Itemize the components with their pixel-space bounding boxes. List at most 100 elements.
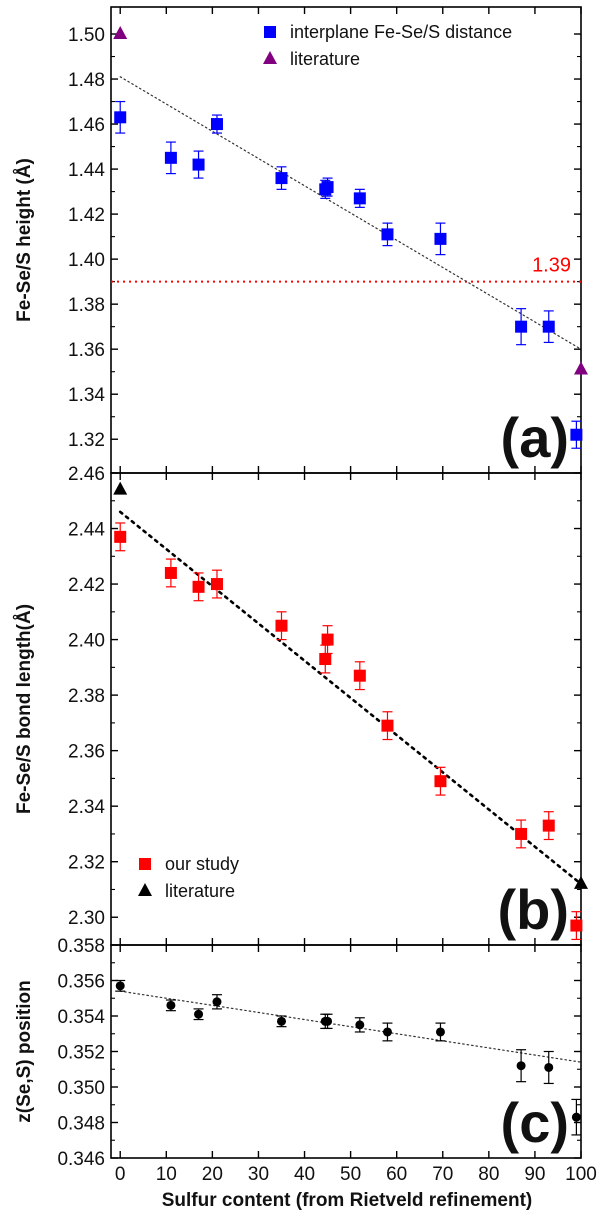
data-point (115, 981, 125, 991)
plot-frame (110, 6, 582, 474)
y-tick-label: 1.40 (68, 250, 105, 271)
x-tick-label: 100 (565, 1164, 597, 1185)
x-tick-label: 50 (340, 1164, 361, 1185)
series-our-study (114, 522, 583, 941)
series-interplane-fe-se-s-distance (114, 100, 583, 449)
data-point (574, 875, 588, 889)
x-tick-label: 90 (524, 1164, 545, 1185)
trend-line (119, 990, 582, 1063)
data-point (435, 1027, 445, 1037)
legend: interplane Fe-Se/S distance literature (263, 22, 512, 69)
panel-c: 0.346 0.348 0.350 0.352 0.354 0.356 0.358 z(Se,… (14, 936, 582, 1170)
y-tick-label: 2.32 (68, 853, 105, 874)
y-tick-label: 1.34 (68, 385, 105, 406)
reference-line-label: 1.39 (532, 255, 571, 277)
x-tick-label: 20 (202, 1164, 223, 1185)
y-tick-label: 1.50 (68, 25, 105, 46)
plot-frame (110, 472, 582, 946)
legend-marker (264, 26, 276, 38)
data-point (571, 1112, 581, 1122)
y-tick-label: 2.30 (68, 908, 105, 929)
x-axis-title: Sulfur content (from Rietveld refinement… (162, 1190, 533, 1211)
data-point (381, 719, 394, 732)
y-tick-label: 0.354 (57, 1007, 105, 1028)
data-point (194, 1009, 204, 1019)
y-tick-label: 1.46 (68, 115, 105, 136)
series-literature (113, 26, 588, 375)
data-point (164, 151, 177, 164)
y-axis-title: Fe-Se/S height (Å) (14, 158, 35, 322)
data-point (210, 118, 223, 131)
data-point (542, 320, 555, 333)
x-tick-label: 0 (115, 1164, 126, 1185)
data-point (434, 775, 447, 788)
data-point (382, 1027, 392, 1037)
data-point (544, 1062, 554, 1072)
panel-label: (c) (501, 1091, 569, 1154)
series-literature (113, 481, 588, 889)
y-tick-label: 2.38 (68, 686, 105, 707)
data-point (515, 827, 528, 840)
data-point (192, 580, 205, 593)
y-tick-label: 2.46 (68, 464, 105, 485)
data-point (113, 481, 128, 495)
legend-marker (139, 858, 151, 870)
data-point (275, 172, 288, 185)
legend-label: literature (165, 881, 235, 901)
legend-marker (263, 51, 277, 64)
series-0 (115, 979, 582, 1136)
y-axis-title: z(Se,S) position (14, 980, 35, 1123)
data-point (353, 192, 366, 205)
data-point (114, 111, 127, 124)
y-tick-label: 2.40 (68, 631, 105, 652)
data-point (113, 26, 128, 40)
legend: our study literature (138, 854, 239, 901)
y-tick-label: 1.36 (68, 340, 105, 361)
y-tick-label: 1.48 (68, 70, 105, 91)
x-tick-label: 70 (432, 1164, 453, 1185)
panel-a: 1.32 1.34 1.36 1.38 1.40 1.42 1.44 1.46 1.48 1.50… (14, 6, 588, 474)
data-point (515, 320, 528, 333)
data-point (275, 619, 288, 632)
data-point (570, 919, 583, 932)
data-point (574, 361, 588, 375)
data-point (355, 1020, 365, 1030)
y-tick-label: 1.38 (68, 295, 105, 316)
panel-b: 2.30 2.32 2.34 2.36 2.38 2.40 2.42 2.44 2.46 Fe-S… (14, 464, 588, 946)
data-point (212, 997, 222, 1007)
x-tick-label: 40 (294, 1164, 315, 1185)
data-point (164, 566, 177, 579)
data-point (321, 633, 334, 646)
trend-line (118, 510, 583, 886)
y-tick-label: 2.42 (68, 575, 105, 596)
y-tick-label: 2.36 (68, 742, 105, 763)
data-point (353, 669, 366, 682)
data-point (381, 228, 394, 241)
data-point (114, 530, 127, 543)
y-tick-label: 0.348 (57, 1114, 105, 1135)
y-tick-label: 1.44 (68, 160, 105, 181)
y-tick-label: 2.44 (68, 520, 105, 541)
y-tick-label: 1.42 (68, 205, 105, 226)
legend-label: our study (165, 854, 239, 874)
legend-label: literature (290, 49, 360, 69)
data-point (542, 819, 555, 832)
trend-line (119, 76, 582, 350)
panel-label: (b) (497, 878, 569, 941)
data-point (321, 181, 334, 194)
y-tick-label: 1.32 (68, 430, 105, 451)
panel-label: (a) (501, 406, 569, 469)
y-tick-label: 0.352 (57, 1043, 105, 1064)
data-point (319, 653, 332, 666)
y-tick-label: 0.346 (57, 1149, 105, 1170)
y-tick-label: 0.350 (57, 1078, 105, 1099)
data-point (516, 1061, 526, 1071)
y-tick-label: 0.358 (57, 936, 105, 957)
plot-content: 1.32 1.34 1.36 1.38 1.40 1.42 1.44 1.46 1.48 1.50… (14, 6, 597, 1185)
data-point (434, 232, 447, 245)
data-point (570, 428, 583, 441)
legend-marker (138, 883, 152, 896)
data-point (166, 1000, 176, 1010)
y-tick-label: 0.356 (57, 972, 105, 993)
